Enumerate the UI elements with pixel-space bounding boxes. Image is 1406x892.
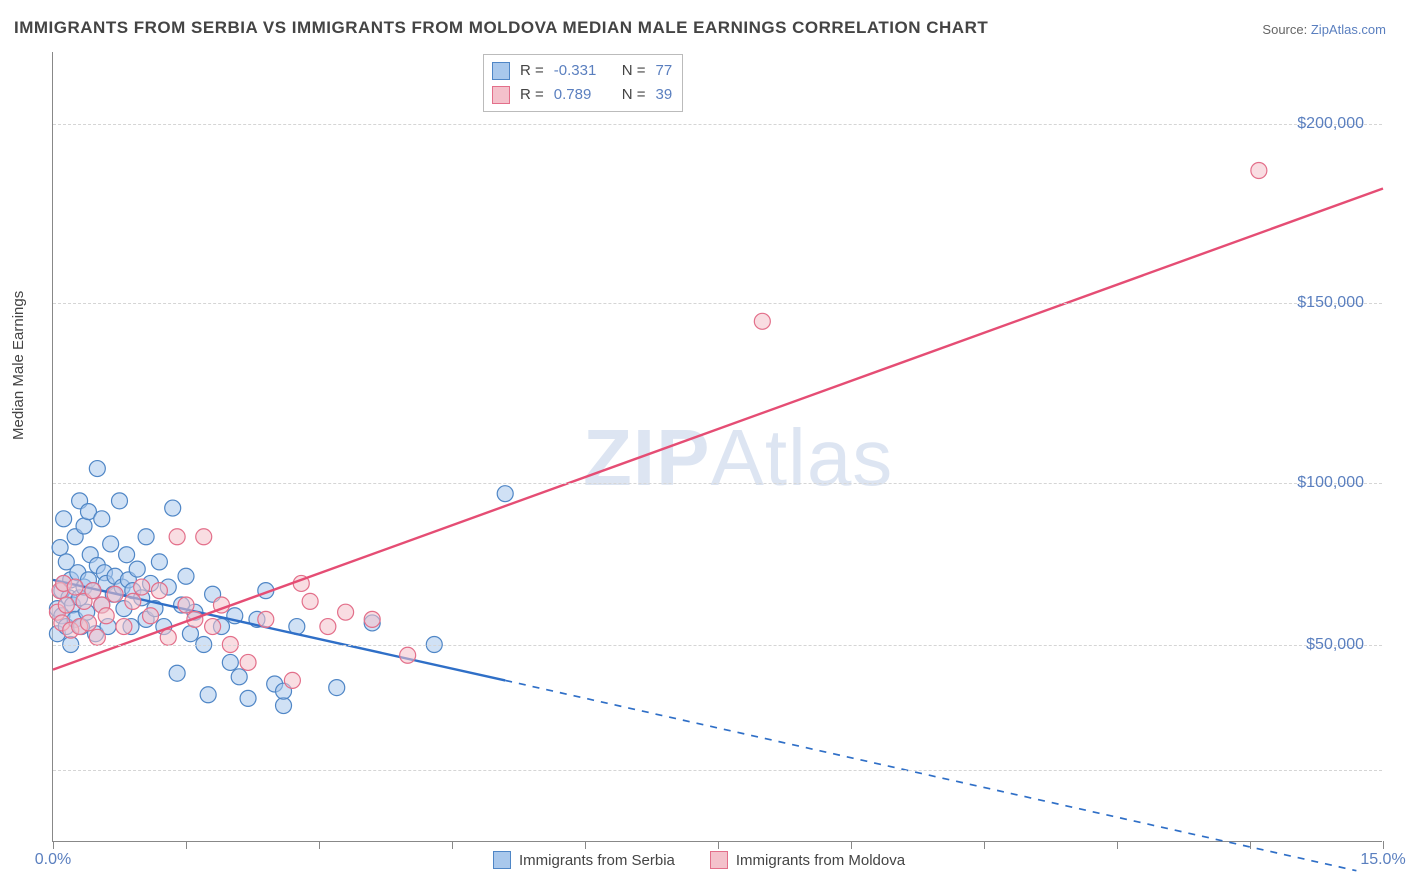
data-point	[200, 687, 216, 703]
data-point	[80, 615, 96, 631]
data-point	[364, 611, 380, 627]
data-point	[754, 313, 770, 329]
series-name: Immigrants from Moldova	[736, 852, 905, 869]
data-point	[284, 672, 300, 688]
source-attribution: Source: ZipAtlas.com	[1262, 22, 1386, 37]
data-point	[329, 680, 345, 696]
x-tick	[851, 841, 852, 849]
data-point	[151, 583, 167, 599]
data-point	[107, 586, 123, 602]
data-point	[240, 690, 256, 706]
x-tick-label: 0.0%	[35, 851, 71, 869]
data-point	[302, 593, 318, 609]
x-tick	[319, 841, 320, 849]
x-tick-label: 15.0%	[1360, 851, 1405, 869]
series-legend-item: Immigrants from Serbia	[493, 851, 675, 869]
x-tick	[186, 841, 187, 849]
data-point	[116, 619, 132, 635]
data-point	[52, 540, 68, 556]
gridline-h	[53, 483, 1382, 484]
legend-swatch	[493, 851, 511, 869]
data-point	[182, 626, 198, 642]
x-tick	[53, 841, 54, 849]
data-point	[320, 619, 336, 635]
data-point	[76, 518, 92, 534]
gridline-h	[53, 303, 1382, 304]
data-point	[231, 669, 247, 685]
x-tick	[1117, 841, 1118, 849]
x-tick	[1383, 841, 1384, 849]
data-point	[169, 529, 185, 545]
y-tick-label: $50,000	[1306, 636, 1364, 654]
y-tick-label: $100,000	[1297, 474, 1364, 492]
data-point	[276, 698, 292, 714]
data-point	[196, 529, 212, 545]
data-point	[58, 597, 74, 613]
gridline-h	[53, 124, 1382, 125]
series-legend-item: Immigrants from Moldova	[710, 851, 905, 869]
source-value: ZipAtlas.com	[1311, 22, 1386, 37]
data-point	[178, 597, 194, 613]
y-tick-label: $200,000	[1297, 115, 1364, 133]
x-tick	[1250, 841, 1251, 849]
data-point	[125, 593, 141, 609]
data-point	[1251, 163, 1267, 179]
x-tick	[452, 841, 453, 849]
x-tick	[718, 841, 719, 849]
data-point	[119, 547, 135, 563]
data-point	[94, 511, 110, 527]
regression-line-extrapolated	[505, 680, 1356, 870]
data-point	[134, 579, 150, 595]
y-tick-label: $150,000	[1297, 294, 1364, 312]
chart-title: IMMIGRANTS FROM SERBIA VS IMMIGRANTS FRO…	[14, 18, 988, 38]
series-legend: Immigrants from Serbia Immigrants from Mo…	[493, 851, 905, 869]
y-axis-label: Median Male Earnings	[10, 291, 27, 440]
legend-swatch	[710, 851, 728, 869]
data-point	[112, 493, 128, 509]
regression-line	[53, 188, 1383, 669]
data-point	[497, 486, 513, 502]
scatter-svg	[53, 52, 1382, 841]
data-point	[129, 561, 145, 577]
data-point	[205, 619, 221, 635]
source-label: Source:	[1262, 22, 1307, 37]
data-point	[103, 536, 119, 552]
data-point	[178, 568, 194, 584]
data-point	[165, 500, 181, 516]
series-name: Immigrants from Serbia	[519, 852, 675, 869]
data-point	[240, 654, 256, 670]
gridline-h	[53, 645, 1382, 646]
data-point	[160, 629, 176, 645]
data-point	[400, 647, 416, 663]
data-point	[85, 583, 101, 599]
data-point	[169, 665, 185, 681]
data-point	[89, 461, 105, 477]
chart-plot-area: ZIPAtlas R =-0.331N =77R =0.789N =39 Imm…	[52, 52, 1382, 842]
data-point	[56, 511, 72, 527]
data-point	[89, 629, 105, 645]
gridline-h	[53, 770, 1382, 771]
x-tick	[984, 841, 985, 849]
data-point	[138, 529, 154, 545]
data-point	[222, 654, 238, 670]
data-point	[98, 608, 114, 624]
data-point	[258, 611, 274, 627]
data-point	[151, 554, 167, 570]
x-tick	[585, 841, 586, 849]
data-point	[143, 608, 159, 624]
data-point	[338, 604, 354, 620]
data-point	[67, 579, 83, 595]
